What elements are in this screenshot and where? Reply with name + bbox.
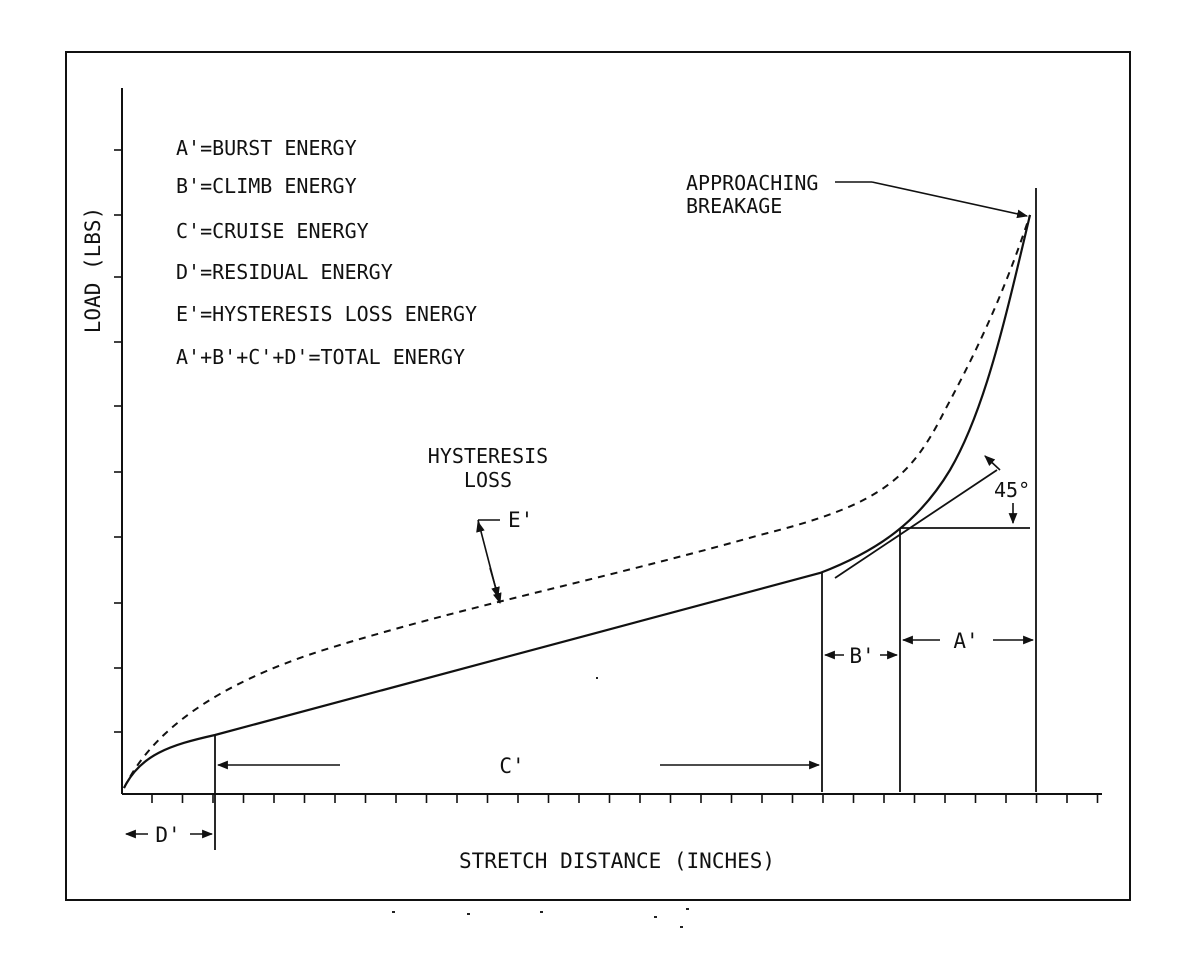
dimension-c: C': [216, 754, 821, 778]
dimension-label-d: D': [155, 823, 180, 847]
legend-item-c: C'=CRUISE ENERGY: [176, 219, 369, 243]
angle-annotation: 45°: [984, 455, 1030, 525]
loading-curve-dashed: [123, 214, 1031, 789]
e-prime-label: E': [508, 508, 533, 532]
y-axis-ticks: [114, 149, 122, 733]
dimension-label-b: B': [849, 644, 874, 668]
hysteresis-label-line1: HYSTERESIS: [428, 444, 548, 468]
dimension-label-c: C': [499, 754, 524, 778]
breakage-label-line2: BREAKAGE: [686, 194, 782, 218]
hysteresis-label-line2: LOSS: [464, 468, 512, 492]
angle-label: 45°: [994, 478, 1030, 502]
unloading-curve-solid: [123, 214, 1032, 789]
legend-item-total: A'+B'+C'+D'=TOTAL ENERGY: [176, 345, 465, 369]
breakage-label-line1: APPROACHING: [686, 171, 818, 195]
e-arrow-down: [489, 567, 502, 605]
dimension-label-a: A': [953, 629, 978, 653]
legend-item-a: A'=BURST ENERGY: [176, 136, 357, 160]
legend-item-b: B'=CLIMB ENERGY: [176, 174, 357, 198]
hysteresis-annotation: HYSTERESIS LOSS E': [428, 444, 548, 605]
legend: A'=BURST ENERGY B'=CLIMB ENERGY C'=CRUIS…: [176, 136, 477, 369]
legend-item-e: E'=HYSTERESIS LOSS ENERGY: [176, 302, 477, 326]
breakage-annotation: APPROACHING BREAKAGE: [686, 171, 1029, 219]
tangent-line: [834, 469, 998, 579]
scan-specks: [392, 677, 689, 928]
legend-item-d: D'=RESIDUAL ENERGY: [176, 260, 393, 284]
x-axis-ticks: [151, 794, 1099, 803]
figure-frame: [65, 51, 1131, 901]
x-axis-label: STRETCH DISTANCE (INCHES): [459, 849, 775, 873]
dimension-b: B': [823, 644, 899, 668]
y-axis-label: LOAD (LBS): [81, 207, 105, 333]
dimension-d: D': [124, 823, 214, 847]
dimension-a: A': [901, 629, 1035, 653]
